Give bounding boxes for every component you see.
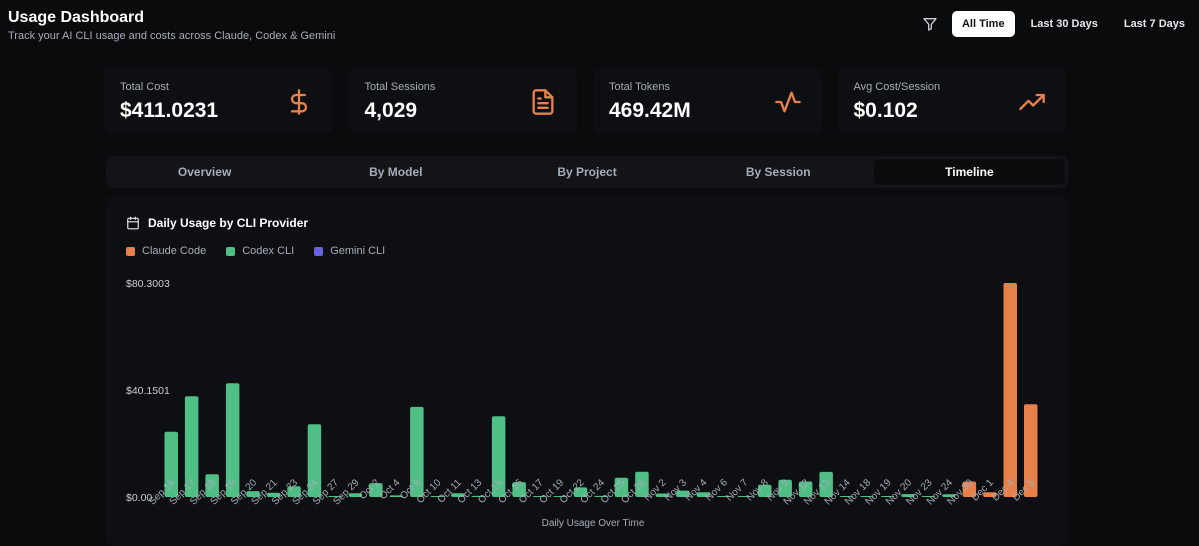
timeline-chart-panel: Daily Usage by CLI Provider Claude Code …: [106, 196, 1068, 546]
chart-bar[interactable]: [942, 494, 956, 497]
chart-bar[interactable]: [512, 482, 526, 497]
chart-bar[interactable]: [839, 496, 854, 497]
chart-bar[interactable]: [471, 495, 486, 497]
y-tick-label: $0.00: [126, 492, 152, 504]
legend-label: Gemini CLI: [330, 245, 386, 257]
chart-bar[interactable]: [532, 496, 547, 497]
chart-bar[interactable]: [369, 483, 383, 497]
chart-bar[interactable]: [983, 492, 997, 497]
stat-value: 4,029: [364, 99, 418, 122]
x-tick-label: Nov 3: [663, 477, 690, 504]
chart-bar[interactable]: [778, 479, 792, 497]
x-tick-label: Nov 7: [724, 477, 751, 504]
chart-bar[interactable]: [635, 471, 649, 497]
chart-title: Daily Usage by CLI Provider: [126, 216, 308, 230]
chart-bar[interactable]: [164, 431, 179, 497]
chart-bar[interactable]: [348, 493, 363, 497]
chart-bar[interactable]: [573, 487, 588, 497]
chart-bar[interactable]: [860, 496, 874, 497]
chart-bar[interactable]: [962, 481, 977, 498]
tab-by-session[interactable]: By Session: [745, 165, 811, 179]
chart-bar[interactable]: [1003, 283, 1018, 497]
chart-bar[interactable]: [901, 494, 915, 497]
filter-icon[interactable]: [922, 16, 938, 32]
chart-bar[interactable]: [389, 495, 404, 497]
chart-bar[interactable]: [451, 493, 465, 497]
legend-swatch: [226, 246, 236, 256]
chart-bar[interactable]: [1024, 404, 1038, 497]
chart-bar[interactable]: [266, 492, 281, 497]
chart-bar[interactable]: [491, 416, 506, 497]
legend-swatch: [126, 246, 135, 256]
chart-bar[interactable]: [676, 490, 690, 497]
stat-value: $411.0231: [120, 99, 219, 122]
chart-bar[interactable]: [614, 477, 629, 497]
x-tick-label: Oct 4: [378, 477, 403, 502]
chart-bar[interactable]: [184, 396, 199, 497]
chart-bar[interactable]: [430, 496, 445, 497]
chart-bar[interactable]: [737, 496, 752, 497]
activity-icon: [774, 91, 801, 113]
chart-legend: Claude Code Codex CLI Gemini CLI: [126, 245, 385, 257]
chart-bar[interactable]: [819, 471, 833, 497]
chart-bar[interactable]: [798, 481, 813, 498]
stat-card-total-tokens: Total Tokens 469.42M: [593, 68, 822, 134]
tab-timeline[interactable]: Timeline: [873, 159, 1066, 185]
y-tick-label: $80.3003: [126, 278, 170, 290]
tab-by-project[interactable]: By Project: [557, 165, 617, 179]
filter-last-30-days-button[interactable]: Last 30 Days: [1021, 11, 1108, 37]
chart-bar[interactable]: [307, 424, 322, 497]
stat-card-total-cost: Total Cost $411.0231: [104, 68, 333, 134]
chart-bar[interactable]: [758, 484, 772, 497]
x-tick-label: Nov 4: [683, 477, 710, 504]
x-axis-title: Daily Usage Over Time: [541, 518, 645, 529]
chart-title-text: Daily Usage by CLI Provider: [148, 216, 309, 230]
stat-value: 469.42M: [609, 99, 691, 122]
legend-item-codex-cli[interactable]: Codex CLI: [226, 245, 294, 257]
stat-card-total-sessions: Total Sessions 4,029: [348, 68, 577, 134]
document-icon: [532, 89, 554, 115]
chart-bar[interactable]: [553, 496, 567, 497]
legend-item-gemini-cli[interactable]: Gemini CLI: [314, 245, 385, 257]
page-title: Usage Dashboard: [8, 9, 145, 26]
x-tick-label: Nov 6: [704, 477, 731, 504]
tab-by-model[interactable]: By Model: [369, 165, 423, 179]
chart-bar[interactable]: [594, 495, 608, 497]
chart-bar[interactable]: [246, 491, 260, 497]
time-filter-group: All Time Last 30 Days Last 7 Days: [922, 11, 1195, 37]
stats-row: Total Cost $411.0231 Total Sessions 4,02…: [104, 68, 1066, 134]
filter-last-7-days-button[interactable]: Last 7 Days: [1114, 11, 1195, 37]
stat-label: Total Tokens: [609, 81, 670, 93]
legend-item-claude-code[interactable]: Claude Code: [126, 245, 206, 257]
chart-bar[interactable]: [410, 406, 424, 497]
chart-bar[interactable]: [880, 496, 895, 497]
chart-bar[interactable]: [205, 474, 219, 497]
chart-bar[interactable]: [287, 486, 301, 497]
page-header: Usage Dashboard Track your AI CLI usage …: [8, 8, 335, 42]
view-tabs: Overview By Model By Project By Session …: [106, 156, 1068, 188]
trending-up-icon: [1019, 93, 1045, 111]
legend-swatch: [314, 246, 324, 256]
chart-bar[interactable]: [328, 496, 342, 497]
stat-label: Total Sessions: [364, 81, 436, 93]
legend-label: Codex CLI: [242, 245, 295, 257]
page-subtitle: Track your AI CLI usage and costs across…: [8, 30, 336, 42]
stat-label: Total Cost: [120, 81, 169, 93]
legend-label: Claude Code: [142, 245, 207, 257]
filter-all-time-button[interactable]: All Time: [951, 11, 1015, 37]
chart-bar[interactable]: [225, 383, 240, 497]
chart-bar[interactable]: [696, 492, 711, 497]
chart-bar[interactable]: [655, 493, 670, 498]
chart-bar[interactable]: [921, 496, 936, 497]
calendar-icon: [127, 216, 139, 230]
y-tick-label: $40.1501: [126, 385, 170, 397]
stat-value: $0.102: [853, 99, 918, 122]
stat-label: Avg Cost/Session: [853, 81, 941, 93]
dollar-icon: [290, 89, 307, 115]
chart-bar[interactable]: [717, 496, 731, 497]
stat-card-avg-cost-session: Avg Cost/Session $0.102: [837, 68, 1066, 134]
tab-overview[interactable]: Overview: [177, 165, 232, 179]
